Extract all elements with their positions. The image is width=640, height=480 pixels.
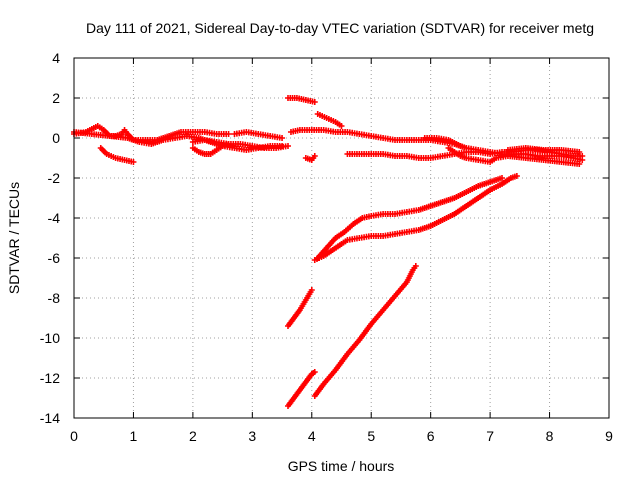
x-tick-label: 1 [130,428,138,444]
x-tick-label: 2 [189,428,197,444]
axis-ticks: 0 1 2 3 4 5 6 7 8 9 4 2 0 -2 -4 -6 -8 -10 -12 -14 [40,50,613,444]
y-axis-title: SDTVAR / TECUs [6,182,22,294]
x-tick-label: 3 [248,428,256,444]
series-8 [314,111,345,129]
data-point [311,99,318,105]
data-points [71,95,586,409]
x-tick-label: 9 [605,428,613,444]
y-tick-label: -12 [40,370,60,386]
data-point [225,131,232,137]
series-4 [189,141,232,157]
data-point [311,369,318,375]
y-tick-label: 0 [52,130,60,146]
y-tick-label: -2 [48,170,61,186]
series-6 [285,95,318,105]
series-11 [445,145,583,167]
y-tick-label: -4 [48,210,61,226]
plot-frame [73,57,610,419]
data-point [499,175,505,181]
series-2 [189,137,291,151]
data-point [412,263,419,269]
data-point [338,123,345,129]
series-5 [97,145,137,165]
series-17 [285,369,318,409]
data-point [579,153,586,159]
series-3 [231,129,286,141]
x-tick-label: 0 [70,428,78,444]
data-point [285,143,291,149]
data-point [279,135,286,141]
y-tick-label: 4 [52,50,60,66]
x-tick-label: 7 [486,428,494,444]
y-tick-label: -8 [48,290,61,306]
data-point [308,287,315,293]
x-tick-label: 4 [308,428,316,444]
x-tick-label: 8 [546,428,554,444]
data-point [576,161,583,167]
series-18 [311,263,419,399]
x-axis-title: GPS time / hours [288,458,395,474]
y-tick-label: 2 [52,90,60,106]
data-point [576,149,583,155]
series-7 [302,153,318,163]
chart-title: Day 111 of 2021, Sidereal Day-to-day VTE… [86,20,594,36]
y-tick-label: -6 [48,250,61,266]
data-point [130,159,137,165]
series-15 [314,175,505,261]
series-16 [285,287,315,329]
y-tick-label: -10 [40,330,60,346]
y-tick-label: -14 [40,410,60,426]
series-12 [504,145,583,155]
x-tick-label: 6 [427,428,435,444]
series-13 [421,135,464,149]
data-point [311,153,318,159]
data-point [513,173,520,179]
data-point [225,141,232,147]
x-tick-label: 5 [367,428,375,444]
data-point [457,143,464,149]
